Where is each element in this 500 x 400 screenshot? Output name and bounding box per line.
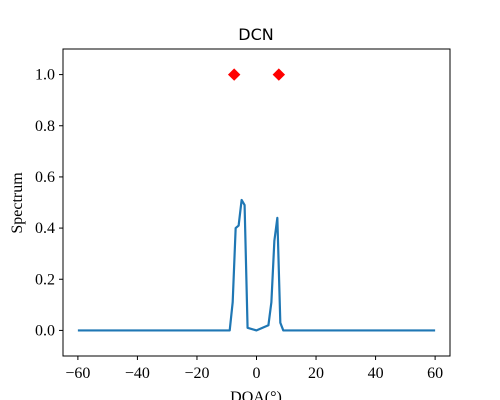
diamond-marker-0 <box>227 68 241 81</box>
x-tick-label: −60 <box>65 365 90 382</box>
x-tick-label: 40 <box>368 365 384 382</box>
chart-title: DCN <box>238 25 273 44</box>
y-tick-label: 0.0 <box>35 322 55 339</box>
y-axis-label: Spectrum <box>9 172 26 234</box>
plot-background <box>63 49 450 356</box>
x-tick-label: −20 <box>184 365 209 382</box>
y-tick-label: 0.6 <box>35 169 55 186</box>
y-tick-label: 1.0 <box>35 67 55 84</box>
x-tick-label: 0 <box>253 365 261 382</box>
data-marks <box>77 68 436 332</box>
x-tick-label: 20 <box>308 365 324 382</box>
x-axis-label: DOA(°) <box>230 389 282 400</box>
y-tick-label: 0.2 <box>35 271 55 288</box>
x-tick-label: −40 <box>125 365 150 382</box>
diamond-marker-1 <box>272 68 286 81</box>
plot-area <box>63 49 450 356</box>
series-line-0 <box>77 198 436 332</box>
x-tick-label: 60 <box>427 365 443 382</box>
y-tick-label: 0.4 <box>35 220 55 237</box>
axes: −60 −40 −20 0 20 40 60 0.0 0.2 0.4 0.6 0.8 1.0 <box>35 48 451 382</box>
y-tick-label: 0.8 <box>35 118 55 135</box>
